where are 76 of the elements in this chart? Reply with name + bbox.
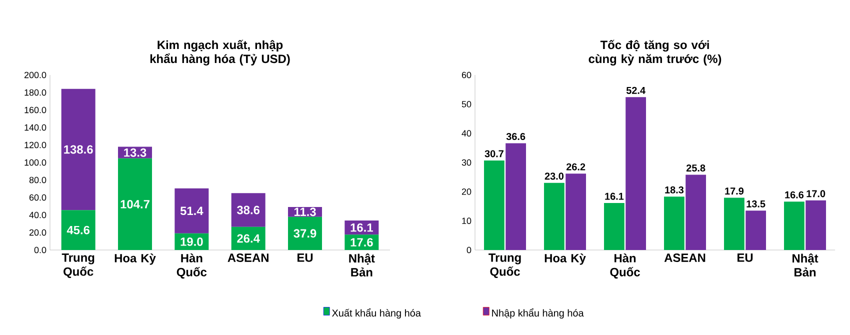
x-tick-label: ASEAN bbox=[228, 254, 268, 262]
y-tick-label: 20.0 bbox=[29, 229, 46, 236]
bar bbox=[664, 196, 684, 250]
data-label: 104.7 bbox=[120, 200, 150, 208]
data-label: 30.7 bbox=[484, 150, 504, 158]
data-label: 25.8 bbox=[686, 164, 706, 172]
x-tick-label: Hoa Kỳ bbox=[544, 254, 586, 265]
data-label: 13.5 bbox=[746, 200, 766, 208]
x-tick-label: Hàn Quốc bbox=[610, 254, 640, 279]
bar bbox=[288, 216, 322, 250]
y-tick-label: 40.0 bbox=[29, 212, 46, 218]
bar bbox=[544, 182, 564, 250]
x-tick-label: EU bbox=[298, 254, 313, 262]
data-label: 17.6 bbox=[350, 238, 373, 247]
y-tick-label: 40 bbox=[462, 130, 472, 137]
data-label: 36.6 bbox=[506, 132, 526, 140]
bar bbox=[61, 88, 96, 210]
chart-title: Kim ngạch xuất, nhập khẩu hàng hóa (Tỷ USD) bbox=[150, 40, 290, 66]
y-tick-label: 80.0 bbox=[29, 176, 46, 184]
y-tick-label: 160.0 bbox=[24, 106, 46, 114]
x-tick-label: EU bbox=[738, 254, 753, 262]
bar bbox=[484, 160, 504, 250]
data-label: 16.1 bbox=[605, 192, 624, 200]
data-label: 138.6 bbox=[64, 145, 93, 154]
x-tick-label: Trung Quốc bbox=[62, 254, 94, 278]
data-label: 26.2 bbox=[566, 163, 586, 170]
x-tick-label: Trung Quốc bbox=[488, 254, 521, 278]
legend-label: Xuất khẩu hàng hóa bbox=[332, 308, 421, 319]
y-tick-label: 10 bbox=[462, 218, 472, 224]
bar bbox=[626, 97, 646, 250]
data-label: 13.3 bbox=[124, 148, 146, 157]
data-label: 52.4 bbox=[626, 86, 646, 94]
x-tick-label: Hàn Quốc bbox=[176, 254, 207, 279]
y-tick-label: 120.0 bbox=[24, 142, 46, 148]
data-label: 17.0 bbox=[806, 190, 826, 198]
legend-label: Nhập khẩu hàng hóa bbox=[492, 308, 584, 319]
data-label: 16.6 bbox=[785, 191, 804, 198]
data-label: 37.9 bbox=[294, 229, 316, 238]
x-tick-label: Nhật Bản bbox=[792, 254, 818, 276]
x-tick-label: Nhật Bản bbox=[349, 254, 375, 276]
bar bbox=[806, 200, 826, 250]
bar bbox=[174, 188, 209, 234]
y-tick-label: 0 bbox=[466, 246, 472, 254]
data-label: 16.1 bbox=[350, 223, 373, 232]
x-tick-label: Hoa Kỳ bbox=[114, 254, 156, 265]
y-tick-label: 100.0 bbox=[24, 159, 46, 166]
bar bbox=[118, 158, 152, 250]
bar bbox=[231, 193, 266, 227]
bar bbox=[686, 174, 706, 250]
data-label: 11.3 bbox=[294, 208, 316, 216]
x-tick-label: ASEAN bbox=[664, 254, 706, 262]
y-tick-label: 60 bbox=[462, 72, 472, 78]
bar bbox=[566, 174, 586, 250]
data-label: 18.3 bbox=[665, 186, 684, 194]
y-tick-label: 20 bbox=[462, 188, 472, 195]
data-label: 23.0 bbox=[544, 172, 564, 180]
y-tick-label: 140.0 bbox=[24, 124, 46, 131]
bar bbox=[506, 143, 526, 250]
y-tick-label: 50 bbox=[462, 100, 472, 108]
bar bbox=[724, 198, 744, 250]
y-tick-label: 0.0 bbox=[34, 246, 46, 254]
data-label: 45.6 bbox=[66, 226, 90, 234]
y-tick-label: 60.0 bbox=[29, 194, 46, 201]
bar bbox=[61, 210, 96, 250]
chart-title: Tốc độ tăng so với cùng kỳ năm trước (%) bbox=[588, 40, 722, 66]
bar bbox=[604, 203, 624, 250]
data-label: 51.4 bbox=[180, 206, 204, 216]
data-label: 26.4 bbox=[237, 234, 260, 243]
y-tick-label: 30 bbox=[462, 159, 472, 166]
data-label: 38.6 bbox=[236, 206, 260, 214]
data-label: 17.9 bbox=[725, 188, 744, 195]
data-label: 19.0 bbox=[180, 237, 203, 246]
y-tick-label: 200.0 bbox=[24, 72, 46, 78]
y-tick-label: 180.0 bbox=[24, 89, 46, 96]
bar bbox=[784, 202, 804, 250]
bar bbox=[746, 210, 766, 250]
